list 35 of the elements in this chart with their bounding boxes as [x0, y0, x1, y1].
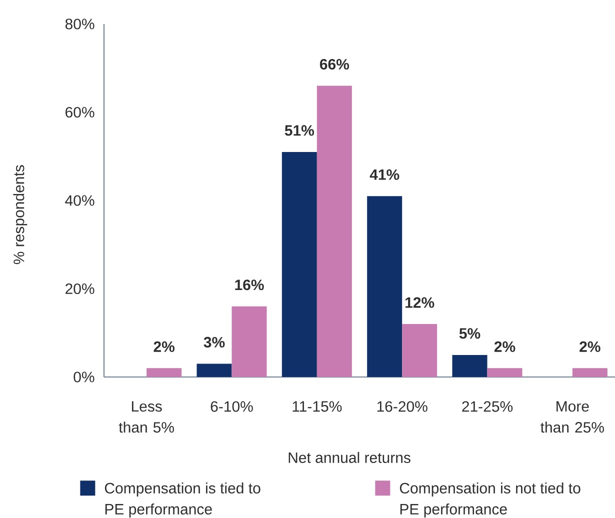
- y-tick-label: 40%: [65, 195, 94, 206]
- legend-label: Compensation is tied to PE performance: [104, 482, 260, 518]
- data-label: 5%: [459, 328, 480, 339]
- bar: [196, 364, 232, 377]
- bar: [402, 324, 438, 377]
- bar: [232, 306, 267, 377]
- data-label: 66%: [320, 58, 350, 70]
- y-axis-title: % respondents: [13, 165, 28, 264]
- data-label: 41%: [370, 169, 400, 180]
- data-label: 51%: [284, 125, 314, 136]
- x-tick-label: 21-25%: [462, 401, 513, 412]
- x-tick-label: 16-20%: [377, 401, 428, 412]
- data-label: 3%: [204, 336, 225, 348]
- data-label: 12%: [406, 297, 434, 308]
- bar: [572, 368, 608, 377]
- bar: [316, 86, 352, 377]
- x-tick-label: Less than 5%: [118, 401, 174, 433]
- y-tick-label: 0%: [74, 372, 94, 382]
- y-tick-label: 60%: [66, 106, 94, 118]
- bar: [146, 368, 182, 377]
- data-label: 2%: [154, 341, 175, 352]
- data-label: 2%: [494, 341, 516, 352]
- x-tick-label: More than 25%: [540, 401, 604, 433]
- bar: [487, 368, 522, 377]
- bar: [282, 152, 317, 377]
- data-label: 16%: [235, 280, 264, 290]
- x-axis-title: Net annual returns: [288, 452, 410, 463]
- data-label: 2%: [580, 341, 600, 352]
- bar: [452, 354, 488, 377]
- x-tick-label: 11-15%: [292, 401, 342, 412]
- bar: [367, 196, 402, 377]
- y-tick-label: 20%: [66, 283, 94, 294]
- y-tick-label: 80%: [65, 18, 94, 30]
- legend-label: Compensation is not tied to PE performance: [400, 482, 580, 518]
- x-tick-label: 6-10%: [210, 401, 253, 412]
